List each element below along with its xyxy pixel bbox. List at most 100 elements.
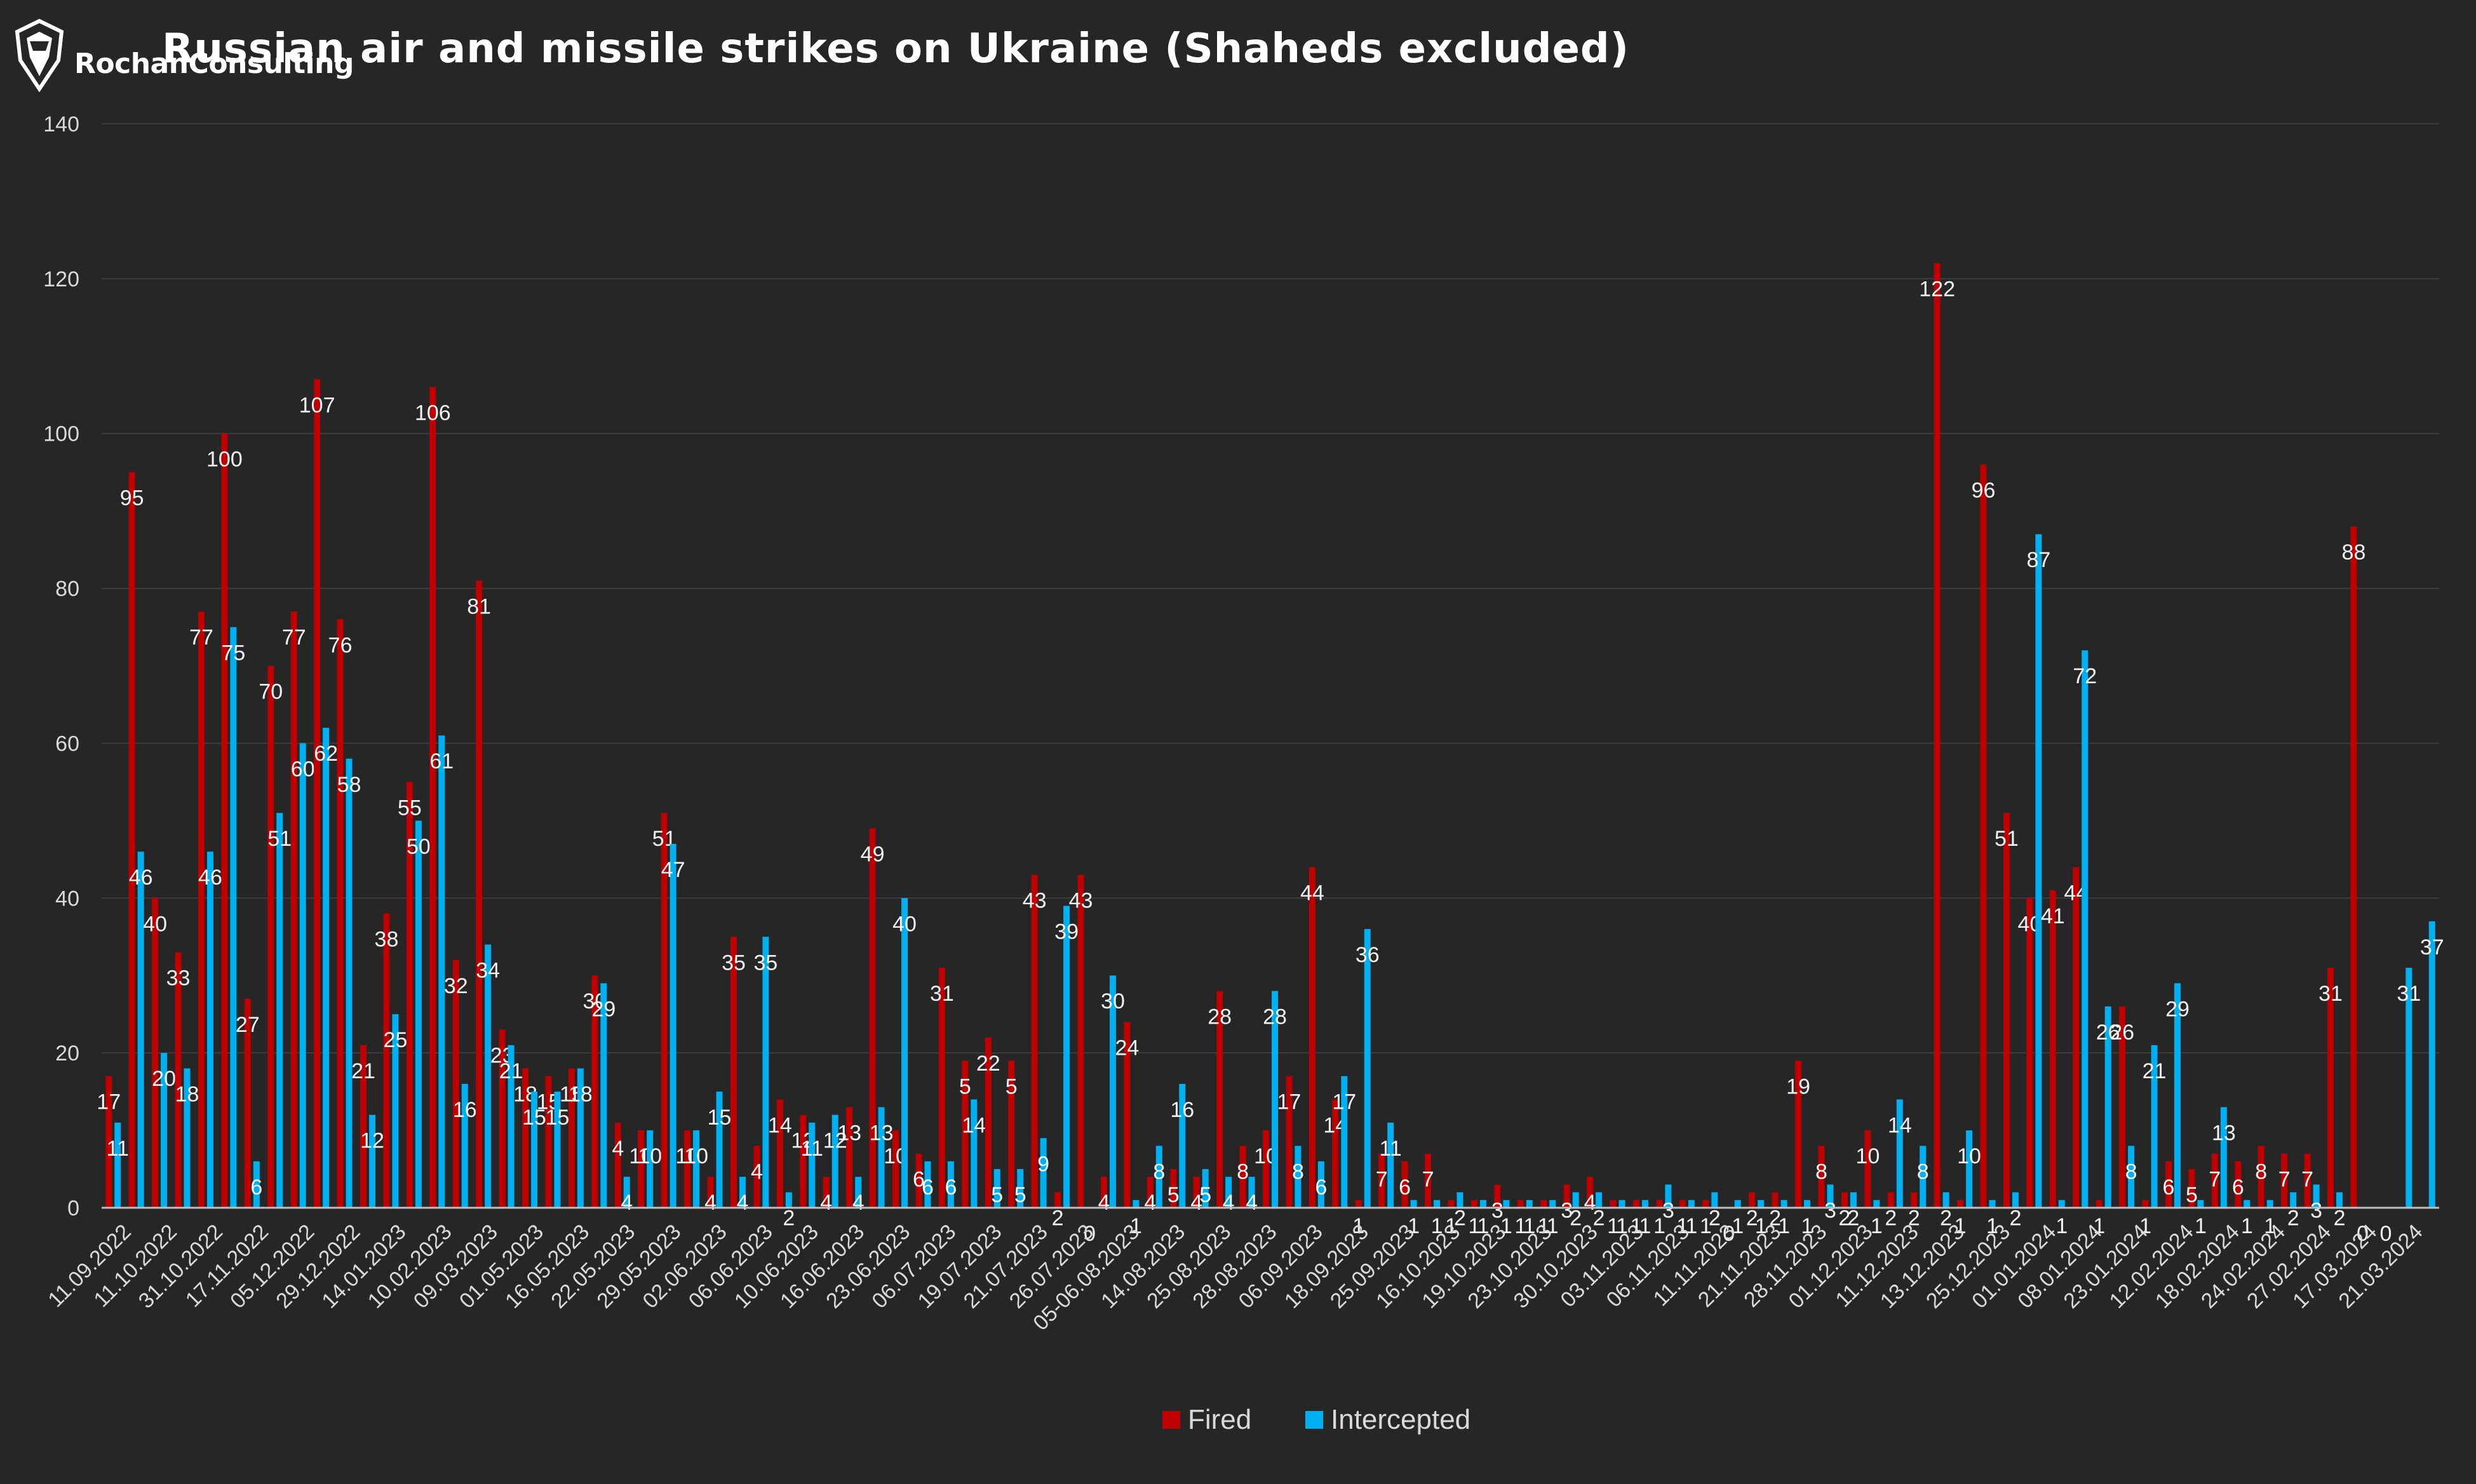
- y-tick-label: 100: [43, 422, 79, 446]
- bar-intercepted: [392, 1014, 399, 1208]
- bar-intercepted: [230, 627, 237, 1208]
- bar-fired: [2188, 1169, 2195, 1208]
- bar-fired: [638, 1130, 645, 1208]
- data-label-fired: 26: [2110, 1020, 2134, 1045]
- data-label-intercepted: 1: [1732, 1214, 1744, 1238]
- data-label-fired: 1: [1538, 1214, 1550, 1238]
- bar-intercepted: [1133, 1200, 1140, 1208]
- bar-fired: [753, 1146, 760, 1208]
- data-label-fired: 4: [704, 1191, 717, 1215]
- data-label-fired: 24: [1115, 1036, 1139, 1060]
- data-label-intercepted: 4: [621, 1191, 633, 1215]
- bar-intercepted: [901, 898, 908, 1208]
- data-label-intercepted: 36: [1356, 943, 1380, 967]
- data-label-intercepted: 2: [1709, 1207, 1721, 1231]
- data-label-intercepted: 6: [922, 1175, 934, 1200]
- data-label-fired: 106: [415, 401, 451, 425]
- chart-title: Russian air and missile strikes on Ukrai…: [162, 25, 1629, 72]
- bar-fired: [614, 1122, 621, 1208]
- bar-intercepted: [831, 1114, 838, 1208]
- data-label-fired: 49: [861, 843, 885, 867]
- data-label-intercepted: 87: [2026, 548, 2050, 572]
- bar-fired: [152, 898, 159, 1208]
- brand-logo: RochanConsulting: [8, 16, 354, 105]
- data-label-intercepted: 1: [1639, 1214, 1652, 1238]
- data-label-fired: 19: [1786, 1074, 1810, 1099]
- bar-intercepted: [1827, 1184, 1834, 1208]
- data-label-fired: 5: [959, 1074, 971, 1099]
- bar-fired: [2165, 1161, 2172, 1208]
- bar-fired: [360, 1045, 367, 1208]
- bar-intercepted: [161, 1053, 168, 1208]
- bar-fired: [1355, 1200, 1362, 1208]
- bar-fired: [1911, 1192, 1918, 1208]
- data-label-fired: 31: [930, 982, 954, 1006]
- bar-fired: [244, 998, 251, 1208]
- data-label-intercepted: 2: [783, 1207, 795, 1231]
- bar-fired: [1864, 1130, 1871, 1208]
- data-label-intercepted: 1: [2195, 1214, 2207, 1238]
- data-label-fired: 1: [1955, 1214, 1967, 1238]
- data-label-intercepted: 60: [291, 757, 315, 781]
- bar-fired: [1077, 874, 1084, 1208]
- bar-fired: [1795, 1060, 1802, 1208]
- bar-fired: [2073, 867, 2080, 1208]
- data-label-intercepted: 2: [1847, 1207, 1859, 1231]
- data-label-fired: 6: [913, 1168, 925, 1192]
- data-label-fired: 6: [1399, 1175, 1411, 1200]
- data-label-intercepted: 0: [2379, 1222, 2392, 1246]
- data-label-fired: 38: [375, 928, 399, 952]
- data-label-fired: 32: [444, 974, 468, 998]
- data-label-fired: 44: [1300, 881, 1324, 906]
- bar-intercepted: [1804, 1200, 1811, 1208]
- bar-fired: [406, 782, 413, 1208]
- data-label-fired: 1: [1352, 1214, 1364, 1238]
- data-label-intercepted: 8: [2125, 1160, 2137, 1184]
- bar-fired: [1124, 1022, 1131, 1208]
- bar-fired: [1772, 1192, 1779, 1208]
- data-label-intercepted: 47: [661, 858, 685, 882]
- bar-intercepted: [623, 1177, 630, 1208]
- bar-intercepted: [1248, 1177, 1255, 1208]
- data-label-intercepted: 29: [591, 997, 616, 1021]
- data-label-intercepted: 6: [250, 1175, 262, 1200]
- bar-fired: [2142, 1200, 2149, 1208]
- bar-fired: [1517, 1200, 1524, 1208]
- bar-fired: [730, 937, 737, 1208]
- data-label-intercepted: 1: [1801, 1214, 1813, 1238]
- data-label-fired: 5: [1167, 1183, 1180, 1207]
- data-label-fired: 27: [236, 1013, 260, 1037]
- bar-intercepted: [762, 937, 769, 1208]
- data-label-fired: 81: [467, 594, 491, 618]
- data-label-intercepted: 1: [1616, 1214, 1628, 1238]
- bar-intercepted: [2151, 1045, 2158, 1208]
- data-label-fired: 4: [751, 1160, 763, 1184]
- bar-intercepted: [531, 1092, 538, 1208]
- data-label-intercepted: 2: [2334, 1207, 2346, 1231]
- bar-fired: [938, 968, 945, 1208]
- y-tick-label: 80: [55, 577, 79, 601]
- data-label-fired: 1: [2139, 1214, 2151, 1238]
- bar-intercepted: [1920, 1146, 1927, 1208]
- bar-fired: [823, 1177, 830, 1208]
- bar-intercepted: [924, 1161, 931, 1208]
- bar-intercepted: [2197, 1200, 2204, 1208]
- bar-intercepted: [415, 820, 422, 1208]
- data-label-intercepted: 1: [1547, 1214, 1559, 1238]
- bar-fired: [1100, 1177, 1107, 1208]
- bar-intercepted: [1596, 1192, 1603, 1208]
- data-label-intercepted: 4: [1246, 1191, 1258, 1215]
- data-label-fired: 107: [299, 393, 335, 417]
- bar-intercepted: [1688, 1200, 1695, 1208]
- data-label-intercepted: 12: [360, 1129, 384, 1153]
- bar-intercepted: [346, 758, 353, 1208]
- data-label-intercepted: 21: [499, 1059, 523, 1083]
- bar-intercepted: [508, 1045, 515, 1208]
- data-label-fired: 77: [189, 625, 213, 650]
- data-label-intercepted: 5: [1199, 1183, 1211, 1207]
- data-label-intercepted: 40: [892, 912, 917, 936]
- bar-intercepted: [1317, 1161, 1324, 1208]
- bar-fired: [1818, 1146, 1825, 1208]
- data-label-fired: 55: [398, 796, 422, 820]
- bar-fired: [2281, 1153, 2288, 1208]
